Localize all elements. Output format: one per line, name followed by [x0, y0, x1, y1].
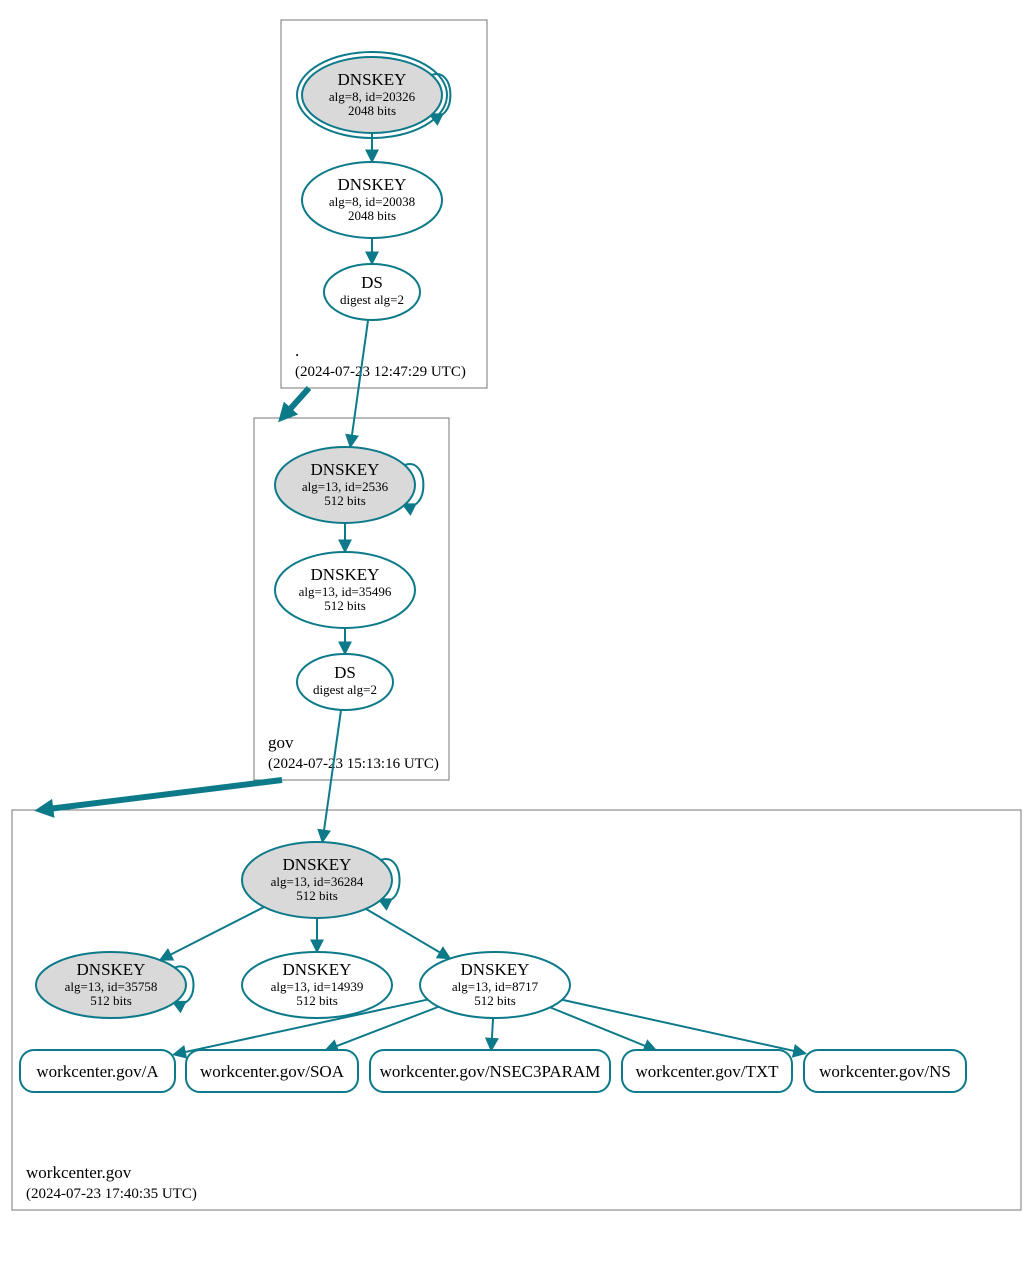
node-gov_zsk: DNSKEYalg=13, id=35496512 bits	[275, 552, 415, 628]
svg-text:digest alg=2: digest alg=2	[340, 292, 404, 307]
node-wc_key3: DNSKEYalg=13, id=14939512 bits	[242, 952, 392, 1018]
svg-text:512 bits: 512 bits	[296, 888, 338, 903]
svg-text:(2024-07-23 17:40:35 UTC): (2024-07-23 17:40:35 UTC)	[26, 1186, 197, 1202]
svg-text:alg=13, id=35758: alg=13, id=35758	[65, 979, 158, 994]
svg-text:512 bits: 512 bits	[90, 993, 132, 1008]
svg-text:DNSKEY: DNSKEY	[338, 70, 407, 89]
node-wc_ksk: DNSKEYalg=13, id=36284512 bits	[242, 842, 392, 918]
svg-text:2048 bits: 2048 bits	[348, 208, 396, 223]
zone-arrow	[282, 388, 309, 418]
svg-text:DNSKEY: DNSKEY	[461, 960, 530, 979]
node-wc_key2: DNSKEYalg=13, id=35758512 bits	[36, 952, 186, 1018]
svg-text:digest alg=2: digest alg=2	[313, 682, 377, 697]
edge	[160, 907, 264, 960]
svg-text:512 bits: 512 bits	[324, 493, 366, 508]
node-rr_txt: workcenter.gov/TXT	[622, 1050, 792, 1092]
node-root_ksk: DNSKEYalg=8, id=203262048 bits	[297, 52, 447, 138]
edge	[322, 710, 341, 842]
svg-text:workcenter.gov/TXT: workcenter.gov/TXT	[635, 1062, 779, 1081]
zone-arrow	[40, 780, 282, 810]
svg-text:(2024-07-23 15:13:16 UTC): (2024-07-23 15:13:16 UTC)	[268, 756, 439, 772]
svg-text:512 bits: 512 bits	[296, 993, 338, 1008]
svg-text:alg=8, id=20038: alg=8, id=20038	[329, 194, 415, 209]
svg-text:alg=13, id=14939: alg=13, id=14939	[271, 979, 364, 994]
svg-text:workcenter.gov: workcenter.gov	[26, 1163, 132, 1182]
node-gov_ksk: DNSKEYalg=13, id=2536512 bits	[275, 447, 415, 523]
edge	[350, 320, 368, 447]
node-rr_ns: workcenter.gov/NS	[804, 1050, 966, 1092]
svg-text:512 bits: 512 bits	[324, 598, 366, 613]
node-wc_zsk: DNSKEYalg=13, id=8717512 bits	[420, 952, 570, 1018]
svg-text:gov: gov	[268, 733, 294, 752]
node-rr_nsec: workcenter.gov/NSEC3PARAM	[370, 1050, 610, 1092]
svg-text:DNSKEY: DNSKEY	[283, 960, 352, 979]
svg-text:.: .	[295, 341, 299, 360]
node-root_ds: DSdigest alg=2	[324, 264, 420, 320]
svg-text:alg=13, id=35496: alg=13, id=35496	[299, 584, 392, 599]
edge	[366, 909, 450, 959]
svg-text:alg=8, id=20326: alg=8, id=20326	[329, 89, 416, 104]
svg-text:(2024-07-23 12:47:29 UTC): (2024-07-23 12:47:29 UTC)	[295, 364, 466, 380]
svg-text:DS: DS	[334, 663, 356, 682]
svg-text:alg=13, id=36284: alg=13, id=36284	[271, 874, 364, 889]
svg-text:workcenter.gov/NSEC3PARAM: workcenter.gov/NSEC3PARAM	[380, 1062, 601, 1081]
svg-text:alg=13, id=2536: alg=13, id=2536	[302, 479, 389, 494]
svg-text:DNSKEY: DNSKEY	[338, 175, 407, 194]
svg-text:512 bits: 512 bits	[474, 993, 516, 1008]
svg-text:DNSKEY: DNSKEY	[77, 960, 146, 979]
node-gov_ds: DSdigest alg=2	[297, 654, 393, 710]
svg-text:workcenter.gov/A: workcenter.gov/A	[36, 1062, 159, 1081]
svg-text:alg=13, id=8717: alg=13, id=8717	[452, 979, 539, 994]
dnssec-chain-diagram: . (2024-07-23 12:47:29 UTC) gov (2024-07-23…	[0, 0, 1033, 1278]
svg-text:2048 bits: 2048 bits	[348, 103, 396, 118]
edge	[550, 1007, 656, 1050]
svg-text:DNSKEY: DNSKEY	[283, 855, 352, 874]
node-rr_a: workcenter.gov/A	[20, 1050, 175, 1092]
svg-text:DS: DS	[361, 273, 383, 292]
node-rr_soa: workcenter.gov/SOA	[186, 1050, 358, 1092]
svg-text:workcenter.gov/NS: workcenter.gov/NS	[819, 1062, 951, 1081]
edge	[491, 1018, 493, 1050]
svg-text:workcenter.gov/SOA: workcenter.gov/SOA	[200, 1062, 345, 1081]
node-root_zsk: DNSKEYalg=8, id=200382048 bits	[302, 162, 442, 238]
svg-text:DNSKEY: DNSKEY	[311, 565, 380, 584]
svg-text:DNSKEY: DNSKEY	[311, 460, 380, 479]
